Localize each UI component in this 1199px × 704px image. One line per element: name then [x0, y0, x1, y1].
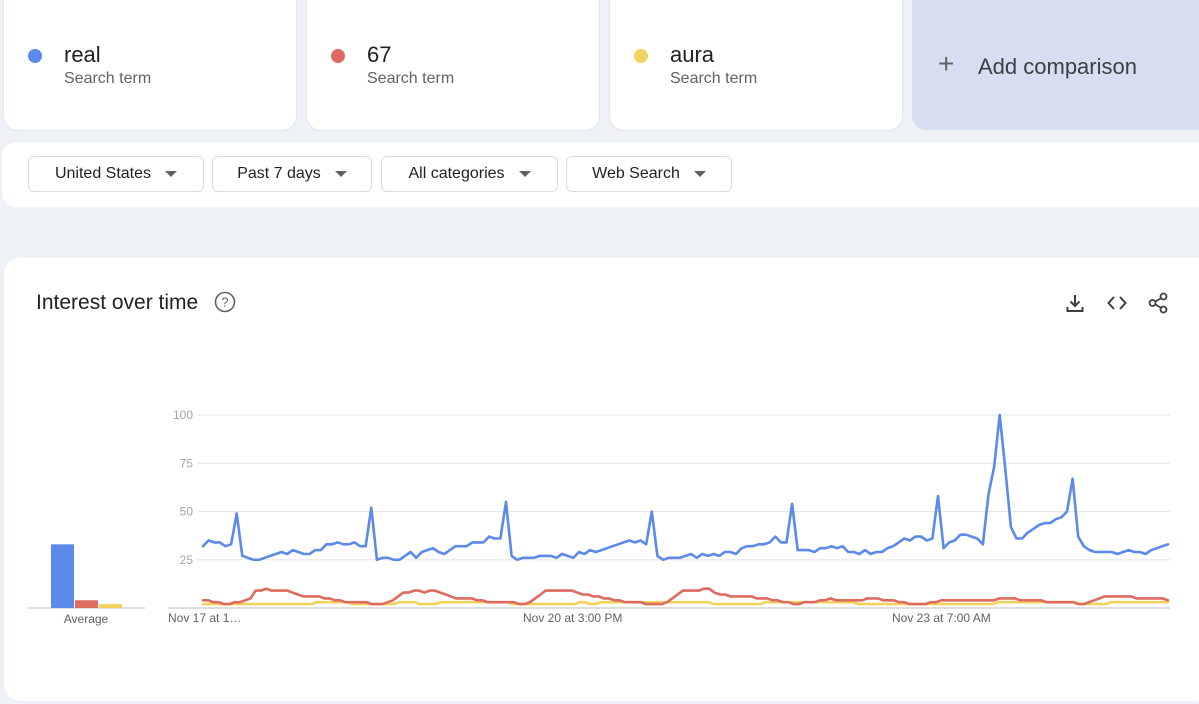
time-range-label: Past 7 days [237, 165, 321, 182]
interest-over-time-panel: Interest over time ? [4, 258, 1199, 701]
plus-icon: + [938, 48, 955, 79]
category-dropdown[interactable]: All categories [381, 156, 558, 192]
term-name: 67 [367, 42, 392, 67]
search-type-dropdown[interactable]: Web Search [566, 156, 732, 192]
term-card-real[interactable]: real Search term [4, 0, 296, 130]
term-card-67[interactable]: 67 Search term [307, 0, 599, 130]
add-comparison-button[interactable]: + Add comparison [912, 0, 1199, 130]
share-icon[interactable] [1147, 292, 1169, 314]
series-color-dot [331, 49, 345, 63]
term-card-aura[interactable]: aura Search term [610, 0, 902, 130]
caret-down-icon [165, 171, 178, 177]
caret-down-icon [518, 171, 531, 177]
region-label: United States [54, 165, 152, 182]
category-label: All categories [408, 165, 505, 182]
term-name: real [64, 42, 101, 67]
caret-down-icon [334, 171, 347, 177]
term-subtitle: Search term [670, 70, 758, 87]
term-subtitle: Search term [64, 70, 152, 87]
filter-bar: United States Past 7 days All categories… [2, 142, 1199, 207]
series-color-dot [28, 49, 42, 63]
time-range-dropdown[interactable]: Past 7 days [212, 156, 372, 192]
term-subtitle: Search term [367, 70, 455, 87]
help-circle-icon[interactable]: ? [214, 291, 236, 313]
download-icon[interactable] [1064, 292, 1086, 314]
series-color-dot [634, 49, 648, 63]
svg-text:?: ? [221, 295, 228, 310]
region-dropdown[interactable]: United States [28, 156, 204, 192]
embed-code-icon[interactable] [1106, 292, 1128, 314]
panel-title: Interest over time [36, 291, 199, 314]
caret-down-icon [693, 171, 706, 177]
term-name: aura [670, 42, 715, 67]
search-type-label: Web Search [592, 165, 680, 182]
add-comparison-label: Add comparison [978, 54, 1137, 79]
